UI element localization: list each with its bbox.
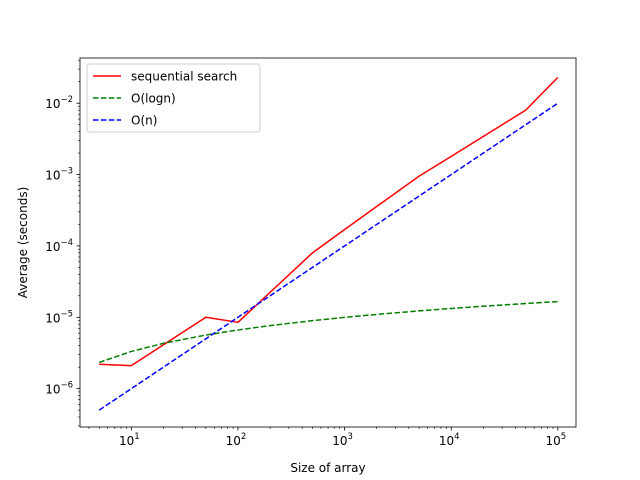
x-tick-label: 104 bbox=[439, 432, 460, 448]
y-tick-label: 10−3 bbox=[45, 167, 73, 183]
legend-label-0: sequential search bbox=[131, 70, 237, 84]
legend-label-2: O(n) bbox=[131, 114, 157, 128]
x-axis-label: Size of array bbox=[290, 461, 365, 475]
series-line-0 bbox=[99, 76, 559, 367]
x-tick-label: 101 bbox=[119, 432, 140, 448]
y-tick-label: 10−6 bbox=[45, 381, 73, 397]
series-line-1 bbox=[98, 300, 558, 364]
y-tick-label: 10−4 bbox=[45, 238, 73, 254]
y-axis: 10−6 10−5 10−4 10−3 10−2 bbox=[45, 59, 80, 427]
x-tick-label: 103 bbox=[332, 432, 353, 448]
y-tick-label: 10−2 bbox=[45, 95, 73, 111]
legend-label-1: O(logn) bbox=[131, 92, 176, 106]
x-tick-label: 105 bbox=[545, 432, 566, 448]
y-tick-label: 10−5 bbox=[45, 309, 73, 325]
series-line-2 bbox=[98, 102, 559, 411]
legend-box bbox=[86, 63, 261, 133]
x-tick-label: 102 bbox=[226, 432, 247, 448]
series-layer bbox=[98, 76, 559, 411]
x-axis: 101 102 103 104 105 bbox=[88, 427, 566, 448]
y-axis-label: Average (seconds) bbox=[16, 187, 30, 299]
legend: sequential search O(logn) O(n) bbox=[86, 63, 261, 133]
